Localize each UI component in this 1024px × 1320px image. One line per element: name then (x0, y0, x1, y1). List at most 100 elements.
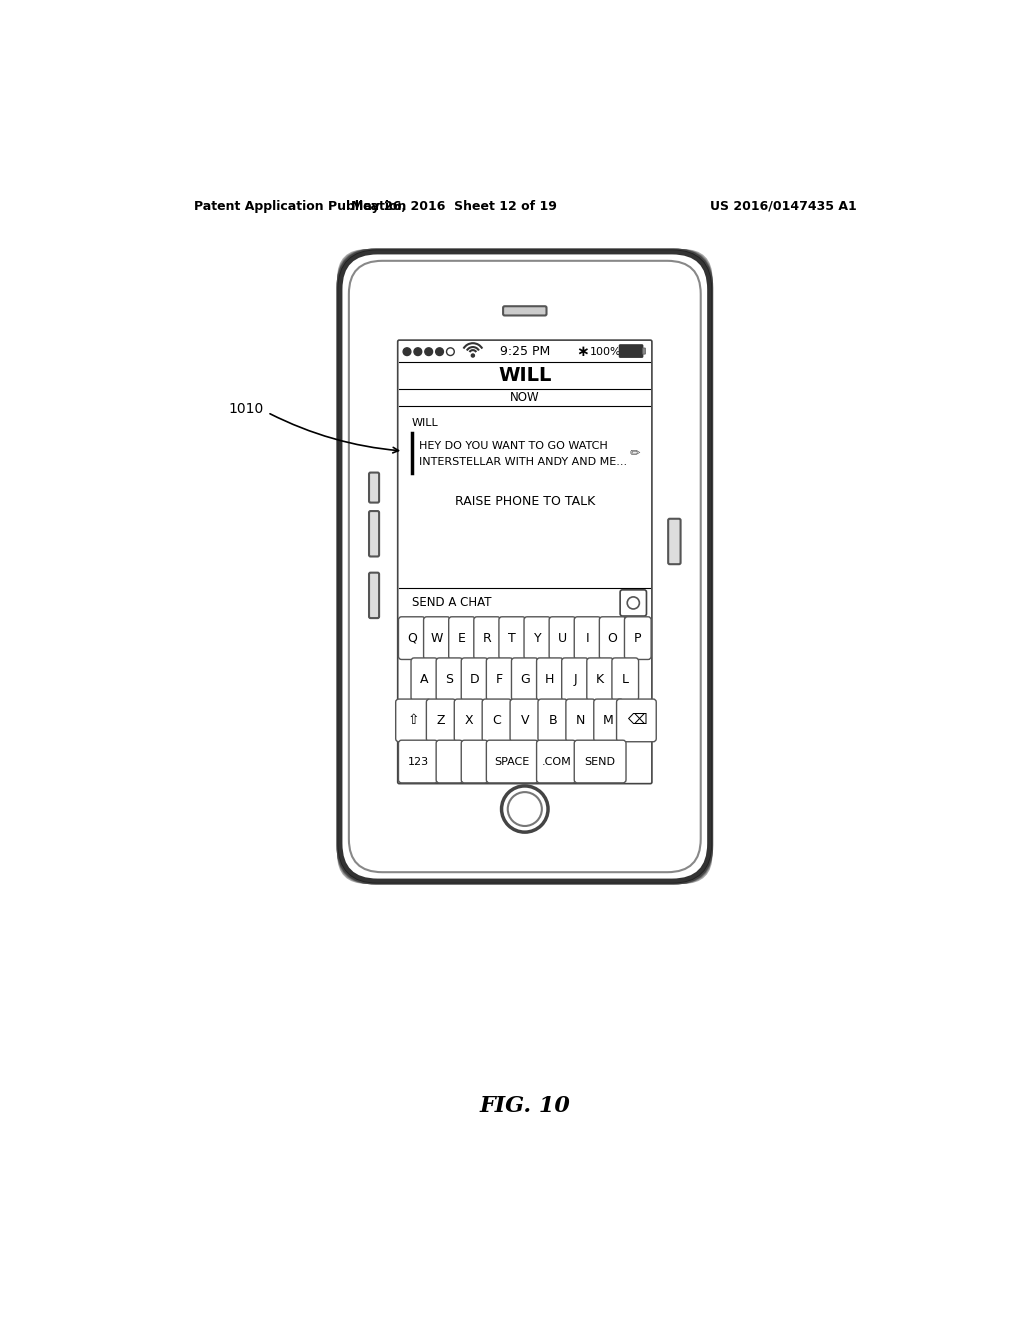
FancyBboxPatch shape (461, 657, 487, 701)
FancyBboxPatch shape (395, 700, 431, 742)
FancyBboxPatch shape (621, 590, 646, 616)
Text: L: L (622, 673, 629, 686)
Circle shape (446, 348, 455, 355)
Circle shape (628, 597, 639, 609)
Text: Y: Y (534, 632, 541, 644)
FancyBboxPatch shape (482, 700, 512, 742)
Text: G: G (520, 673, 529, 686)
Text: ⇧: ⇧ (408, 713, 419, 727)
Text: SEND A CHAT: SEND A CHAT (412, 597, 492, 610)
FancyBboxPatch shape (455, 700, 483, 742)
FancyBboxPatch shape (669, 519, 681, 564)
Text: D: D (470, 673, 479, 686)
Text: US 2016/0147435 A1: US 2016/0147435 A1 (710, 199, 856, 213)
Text: WILL: WILL (498, 366, 552, 385)
FancyBboxPatch shape (642, 348, 645, 354)
Text: F: F (496, 673, 503, 686)
Text: .COM: .COM (542, 756, 571, 767)
Text: R: R (482, 632, 492, 644)
Text: FIG. 10: FIG. 10 (479, 1094, 570, 1117)
FancyBboxPatch shape (549, 616, 575, 660)
FancyBboxPatch shape (612, 657, 639, 701)
Circle shape (502, 785, 548, 832)
FancyBboxPatch shape (398, 741, 437, 783)
Text: 9:25 PM: 9:25 PM (500, 345, 550, 358)
FancyBboxPatch shape (510, 700, 540, 742)
FancyBboxPatch shape (625, 616, 651, 660)
Text: U: U (558, 632, 567, 644)
Text: Q: Q (407, 632, 417, 644)
Text: 1010: 1010 (228, 401, 263, 416)
FancyBboxPatch shape (436, 741, 463, 783)
FancyBboxPatch shape (574, 616, 601, 660)
FancyBboxPatch shape (369, 573, 379, 618)
Text: A: A (420, 673, 429, 686)
FancyBboxPatch shape (562, 657, 589, 701)
Circle shape (425, 348, 432, 355)
FancyBboxPatch shape (340, 252, 710, 880)
Text: Patent Application Publication: Patent Application Publication (194, 199, 407, 213)
Text: NOW: NOW (510, 391, 540, 404)
Text: ⌫: ⌫ (627, 713, 646, 727)
Text: M: M (603, 714, 613, 727)
Text: ✏: ✏ (630, 447, 640, 461)
Text: ∗: ∗ (577, 345, 589, 359)
Text: S: S (445, 673, 454, 686)
Text: RAISE PHONE TO TALK: RAISE PHONE TO TALK (455, 495, 595, 508)
Text: 100%: 100% (590, 347, 621, 356)
Text: P: P (634, 632, 642, 644)
Text: E: E (458, 632, 466, 644)
Text: J: J (573, 673, 577, 686)
Text: Z: Z (437, 714, 445, 727)
FancyBboxPatch shape (474, 616, 501, 660)
Text: T: T (508, 632, 516, 644)
FancyBboxPatch shape (339, 251, 711, 882)
FancyBboxPatch shape (594, 700, 624, 742)
FancyBboxPatch shape (511, 657, 539, 701)
FancyBboxPatch shape (620, 345, 643, 358)
Text: C: C (493, 714, 502, 727)
Circle shape (471, 354, 474, 358)
FancyBboxPatch shape (537, 657, 563, 701)
Circle shape (508, 792, 542, 826)
Text: WILL: WILL (412, 418, 438, 428)
Text: H: H (545, 673, 555, 686)
Circle shape (435, 348, 443, 355)
FancyBboxPatch shape (587, 657, 613, 701)
Text: W: W (431, 632, 443, 644)
Text: N: N (575, 714, 586, 727)
FancyBboxPatch shape (369, 473, 379, 503)
FancyBboxPatch shape (426, 700, 456, 742)
Text: SEND: SEND (585, 756, 615, 767)
Text: INTERSTELLAR WITH ANDY AND ME...: INTERSTELLAR WITH ANDY AND ME... (420, 457, 628, 467)
Circle shape (414, 348, 422, 355)
FancyBboxPatch shape (599, 616, 626, 660)
FancyBboxPatch shape (524, 616, 551, 660)
FancyBboxPatch shape (499, 616, 525, 660)
FancyBboxPatch shape (486, 741, 539, 783)
FancyBboxPatch shape (537, 741, 575, 783)
Text: K: K (596, 673, 604, 686)
FancyBboxPatch shape (486, 657, 513, 701)
FancyBboxPatch shape (411, 657, 437, 701)
FancyBboxPatch shape (424, 616, 451, 660)
FancyBboxPatch shape (449, 616, 475, 660)
FancyBboxPatch shape (436, 657, 463, 701)
FancyBboxPatch shape (369, 511, 379, 557)
FancyBboxPatch shape (398, 616, 425, 660)
Circle shape (403, 348, 411, 355)
Text: May 26, 2016  Sheet 12 of 19: May 26, 2016 Sheet 12 of 19 (350, 199, 556, 213)
FancyBboxPatch shape (616, 700, 656, 742)
Text: B: B (549, 714, 557, 727)
Text: 123: 123 (408, 756, 429, 767)
FancyBboxPatch shape (397, 341, 652, 784)
Text: HEY DO YOU WANT TO GO WATCH: HEY DO YOU WANT TO GO WATCH (420, 441, 608, 451)
FancyBboxPatch shape (538, 700, 567, 742)
FancyBboxPatch shape (503, 306, 547, 315)
Text: SPACE: SPACE (495, 756, 529, 767)
FancyBboxPatch shape (566, 700, 595, 742)
FancyBboxPatch shape (461, 741, 487, 783)
Text: I: I (586, 632, 590, 644)
FancyBboxPatch shape (574, 741, 626, 783)
Text: V: V (520, 714, 529, 727)
